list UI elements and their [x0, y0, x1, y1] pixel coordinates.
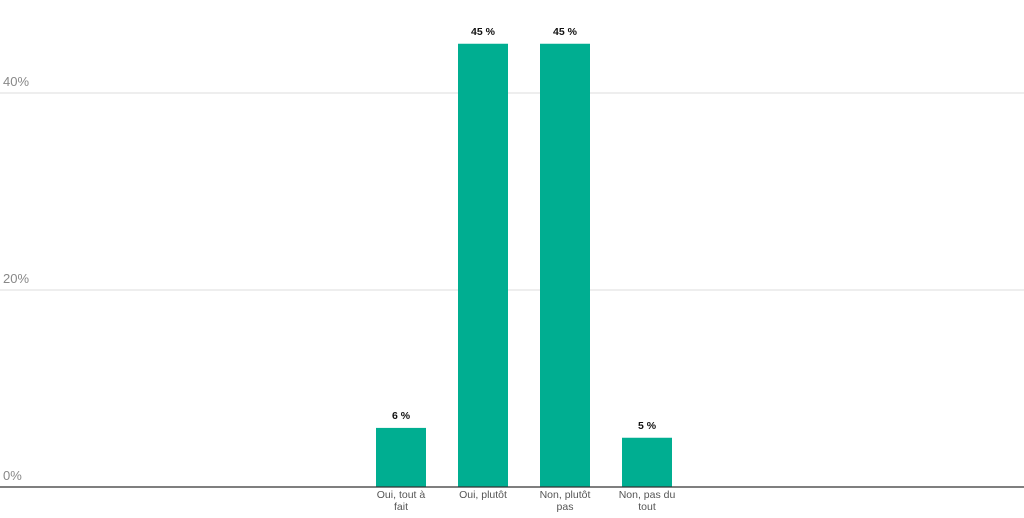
y-tick-label: 0%: [3, 468, 22, 483]
y-axis-ticks: 0% 20% 40%: [3, 74, 29, 483]
category-label: tout: [638, 501, 656, 513]
bars: [376, 43, 672, 487]
bar: [540, 43, 590, 487]
data-label: 45 %: [553, 26, 578, 38]
y-tick-label: 40%: [3, 74, 29, 89]
category-label: fait: [394, 501, 408, 513]
data-label: 5 %: [638, 420, 657, 432]
gridlines: [0, 92, 1024, 291]
category-label: Oui, plutôt: [459, 489, 507, 501]
data-label: 6 %: [392, 410, 411, 422]
y-tick-label: 20%: [3, 271, 29, 286]
category-label: Oui, tout à: [377, 489, 426, 501]
data-labels: 6 % 45 % 45 % 5 %: [392, 26, 657, 432]
data-label: 45 %: [471, 26, 496, 38]
bar: [376, 427, 426, 487]
category-label: pas: [557, 501, 574, 513]
bar: [458, 43, 508, 487]
category-label: Non, pas du: [619, 489, 676, 501]
bar: [622, 437, 672, 487]
category-label: Non, plutôt: [540, 489, 591, 501]
